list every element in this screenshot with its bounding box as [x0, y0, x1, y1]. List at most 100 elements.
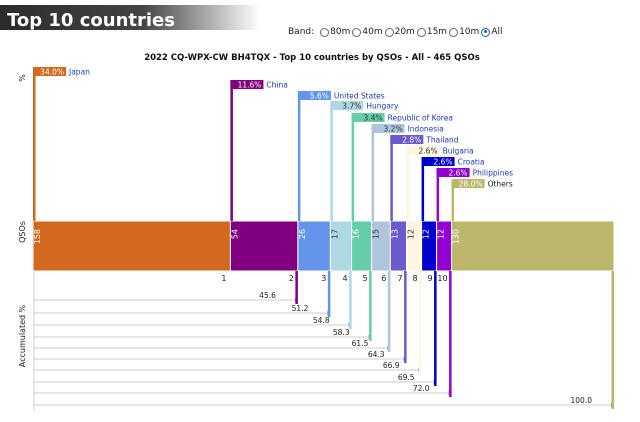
percent-bar-line: [33, 67, 36, 221]
percent-label-box: [297, 91, 331, 100]
accumulated-value-label: 51.2: [292, 304, 309, 313]
percent-label: 5.6%: [310, 92, 329, 101]
percent-label: 11.6%: [238, 81, 262, 90]
accumulated-end-bar: [404, 271, 407, 363]
accumulated-value-label: 100.0: [571, 396, 593, 405]
rank-label: 5: [363, 274, 368, 283]
category-label: Indonesia: [408, 125, 444, 134]
percent-bar-line: [330, 101, 333, 221]
percent-label-box: [406, 146, 440, 155]
band-option-40m[interactable]: 40m: [352, 27, 383, 37]
percent-label-box: [421, 157, 455, 166]
band-option-10m[interactable]: 10m: [449, 27, 479, 37]
qso-bar: [32, 220, 231, 272]
rank-label: 10: [437, 274, 447, 283]
percent-label-box: [351, 113, 385, 122]
radio-icon[interactable]: [416, 27, 426, 37]
band-option-label: 10m: [459, 27, 480, 37]
percent-bar-line: [351, 113, 355, 221]
percent-bar-line: [371, 124, 375, 221]
qso-value-label: 12: [437, 229, 446, 239]
qso-value-label: 17: [330, 229, 339, 239]
header-bar: Top 10 countries: [0, 5, 260, 31]
radio-icon[interactable]: [320, 27, 330, 37]
radio-icon[interactable]: [352, 27, 362, 37]
category-label: Hungary: [366, 102, 399, 111]
percent-label: 3.4%: [364, 114, 383, 123]
qso-value-label: 13: [390, 229, 399, 239]
band-option-label: 40m: [362, 27, 383, 37]
percent-label: 2.8%: [402, 136, 421, 145]
accumulated-value-label: 64.3: [368, 350, 385, 359]
radio-icon[interactable]: [384, 27, 394, 37]
percent-bar-line: [390, 135, 393, 221]
qso-bar: [329, 220, 353, 272]
accumulated-end-bar: [419, 271, 422, 374]
radio-checked-icon[interactable]: [481, 27, 491, 37]
rank-label: 7: [397, 274, 402, 283]
band-option-15m[interactable]: 15m: [416, 27, 448, 37]
percent-label-box: [436, 168, 470, 177]
percent-label: 3.2%: [384, 125, 403, 134]
percent-bar-line: [436, 168, 440, 221]
category-label: Others: [488, 180, 513, 189]
accumulated-end-bar: [449, 271, 452, 397]
accumulated-end-bar: [327, 271, 331, 317]
category-label: China: [266, 81, 287, 90]
percent-label: 2.6%: [419, 147, 438, 156]
accumulated-value-label: 45.6: [259, 291, 276, 300]
qso-value-label: 12: [422, 229, 431, 239]
qsos-axis-label: QSOs: [18, 221, 27, 243]
percent-bar-line: [451, 179, 455, 221]
percent-label-box: [33, 67, 66, 76]
band-option-all[interactable]: All: [481, 27, 502, 37]
page-title: Top 10 countries: [7, 10, 175, 31]
qso-value-label: 158: [33, 229, 42, 244]
chart-title: 2022 CQ-WPX-CW BH4TQX - Top 10 countries…: [144, 53, 480, 63]
rank-label: 6: [381, 274, 386, 283]
band-option-label: 15m: [426, 27, 448, 37]
band-option-80m[interactable]: 80m: [320, 27, 350, 37]
accumulated-end-bar: [295, 271, 298, 304]
qso-bar: [371, 220, 391, 272]
qso-bar: [389, 220, 408, 272]
qso-value-label: 130: [452, 229, 461, 244]
qso-bar: [451, 220, 615, 272]
qso-bar: [421, 220, 438, 272]
band-option-20m[interactable]: 20m: [384, 27, 415, 37]
category-label: Republic of Korea: [388, 114, 453, 123]
band-option-label: All: [491, 27, 503, 37]
accumulated-value-label: 72.0: [413, 384, 430, 393]
percent-axis-label: %: [18, 74, 27, 82]
rank-label: 4: [343, 274, 348, 283]
qso-value-label: 12: [407, 229, 416, 239]
percent-bar-line: [297, 91, 301, 221]
percent-label-box: [371, 124, 405, 133]
qso-bar: [406, 220, 423, 272]
percent-label-box: [330, 101, 364, 110]
percent-label-box: [230, 80, 264, 89]
accumulated-axis-label: Accumulated %: [18, 304, 27, 367]
accumulated-value-label: 54.8: [313, 316, 330, 325]
radio-icon[interactable]: [449, 27, 459, 37]
percent-label-box: [390, 135, 424, 144]
percent-label: 2.6%: [449, 169, 468, 178]
qso-bar: [351, 220, 373, 272]
band-option-label: 80m: [330, 27, 351, 37]
qso-value-label: 16: [352, 229, 361, 239]
percent-label: 2.6%: [434, 158, 453, 167]
accumulated-value-label: 58.3: [333, 328, 350, 337]
band-label: Band:: [288, 27, 315, 37]
category-label: Japan: [68, 68, 90, 77]
rank-label: 8: [412, 274, 417, 283]
qso-bar: [229, 220, 299, 272]
qso-value-label: 15: [372, 229, 381, 239]
category-label: United States: [334, 92, 385, 101]
category-label: Thailand: [425, 136, 458, 145]
percent-bar-line: [230, 80, 233, 221]
accumulated-end-bar: [434, 271, 437, 386]
accumulated-end-bar: [611, 271, 614, 409]
rank-label: 9: [427, 274, 432, 283]
percent-label: 34.0%: [40, 68, 64, 77]
